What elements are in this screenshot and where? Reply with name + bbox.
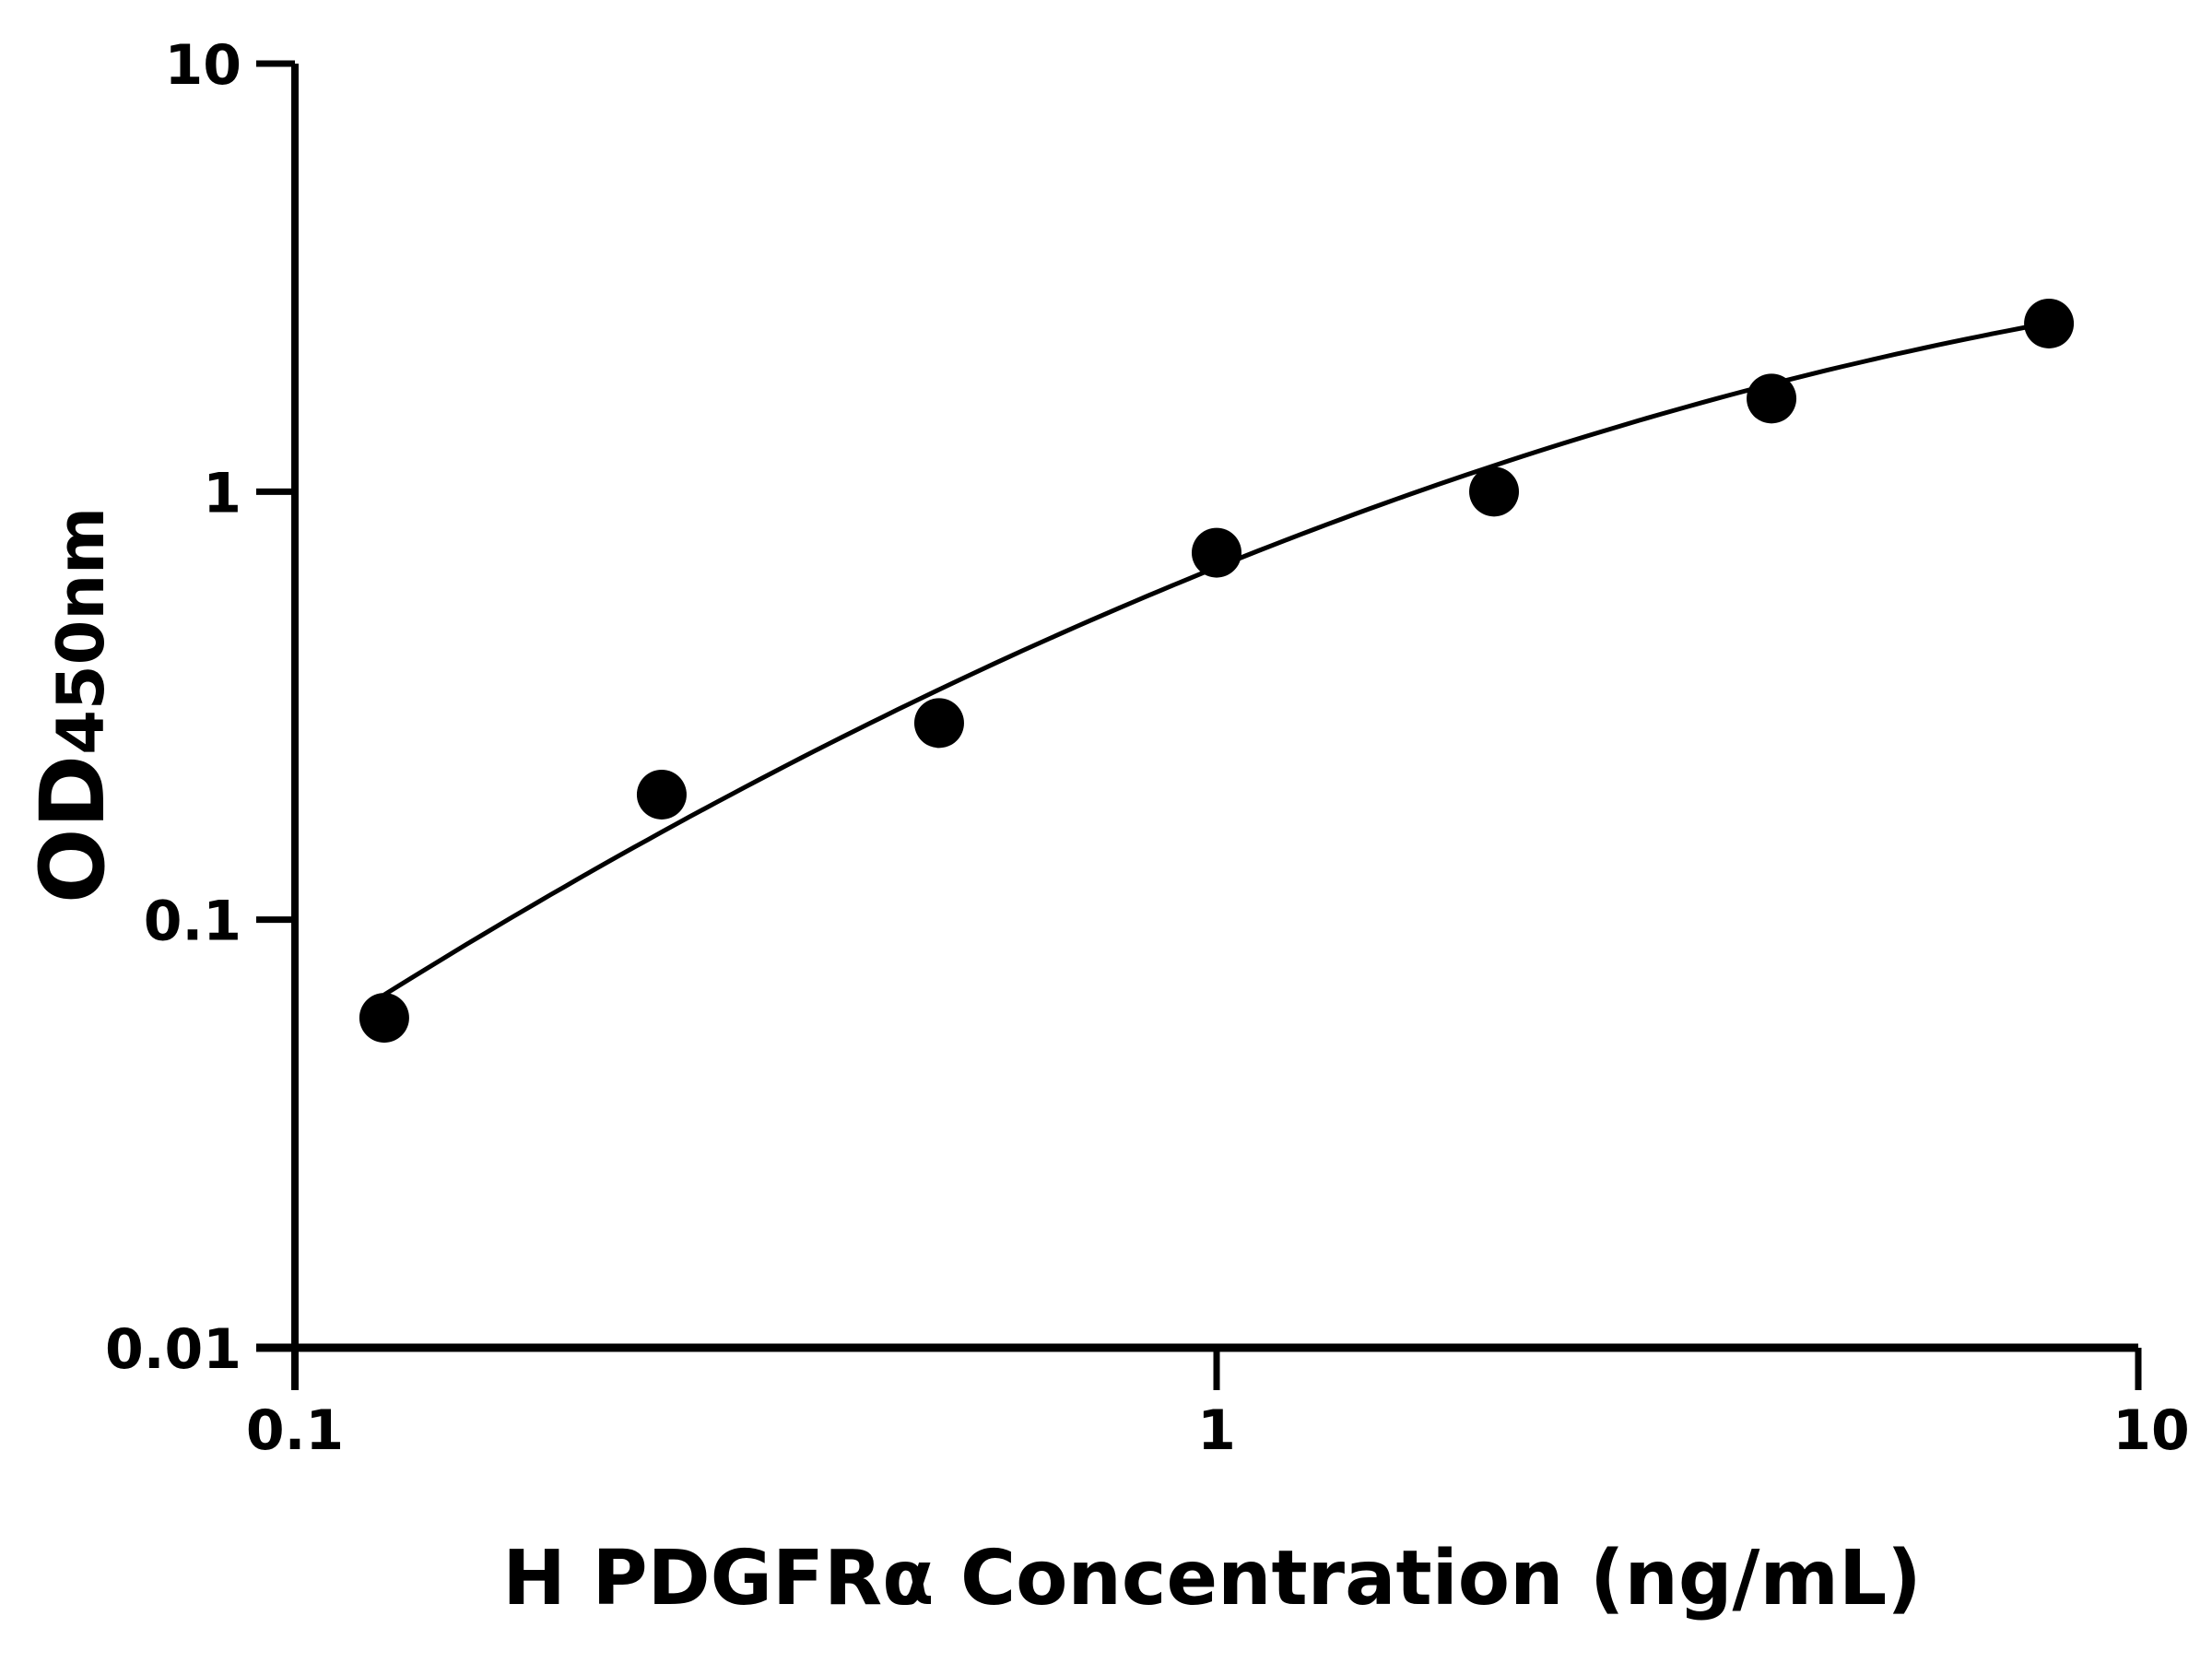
data-point: [636, 769, 687, 820]
y-axis-label-subscript: 450nm: [43, 507, 119, 755]
data-point: [359, 993, 409, 1044]
data-points: [359, 298, 2075, 1044]
y-tick-label: 10: [165, 33, 242, 98]
y-axis-label-main: OD: [21, 755, 124, 903]
x-tick-label: 1: [1197, 1398, 1236, 1463]
y-axis-label: OD450nm: [21, 507, 124, 903]
data-point: [1747, 373, 1797, 424]
y-tick-label: 0.01: [105, 1317, 241, 1382]
data-point: [2024, 298, 2075, 348]
x-tick-label: 10: [2112, 1398, 2190, 1463]
x-axis-label: H PDGFRα Concentration (ng/mL): [502, 1535, 1921, 1622]
y-tick-label: 0.1: [144, 890, 241, 954]
fit-curve-group: [382, 320, 2050, 997]
data-point: [913, 698, 964, 749]
data-point: [1469, 466, 1520, 517]
x-tick-label: 0.1: [246, 1398, 344, 1463]
axes: [256, 60, 2142, 1390]
data-point: [1192, 527, 1241, 578]
y-tick-label: 1: [203, 461, 241, 525]
fit-curve: [382, 320, 2050, 997]
